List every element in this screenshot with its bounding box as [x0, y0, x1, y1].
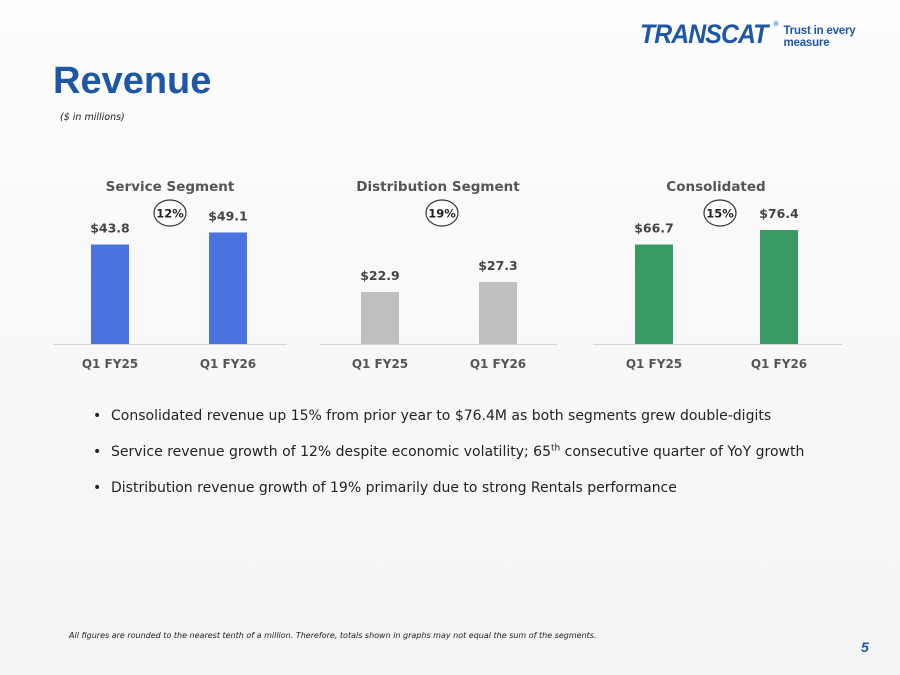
- tick-label: Q1 FY25: [626, 357, 682, 371]
- growth-badge: [425, 199, 459, 227]
- chart-title: Service Segment: [106, 179, 235, 195]
- growth-label: 19%: [428, 207, 456, 221]
- chart-title: Distribution Segment: [356, 179, 520, 195]
- data-label: $66.7: [634, 221, 674, 236]
- bar: [361, 291, 399, 344]
- tick-label: Q1 FY26: [751, 357, 807, 371]
- tick-label: Q1 FY26: [470, 357, 526, 371]
- bullet-list: Consolidated revenue up 15% from prior y…: [93, 406, 863, 514]
- bullet-item: Distribution revenue growth of 19% prima…: [93, 478, 863, 498]
- page-title: Revenue: [53, 60, 212, 102]
- bullet-text: Distribution revenue growth of 19% prima…: [111, 480, 677, 496]
- bar: [760, 230, 798, 344]
- bullet-text-superscript: th: [550, 443, 561, 454]
- growth-label: 12%: [156, 207, 184, 221]
- chart-title: Consolidated: [666, 179, 765, 195]
- bullet-item: Consolidated revenue up 15% from prior y…: [93, 406, 863, 426]
- page-subtitle: ($ in millions): [60, 112, 125, 123]
- bar: [91, 244, 129, 344]
- growth-badge: [703, 199, 737, 227]
- registered-mark-icon: ®: [772, 20, 780, 28]
- logo-wordmark: TRANSCAT: [640, 18, 768, 49]
- bullet-item: Service revenue growth of 12% despite ec…: [93, 442, 863, 462]
- bullet-text: Consolidated revenue up 15% from prior y…: [111, 408, 772, 424]
- revenue-charts: Service Segment $43.8 Q1 FY25 $49.1 Q1 FY26 1…: [53, 179, 842, 371]
- page-number: 5: [861, 639, 869, 655]
- tick-label: Q1 FY25: [82, 357, 138, 371]
- company-logo: TRANSCAT ® Trust in every measure: [640, 18, 900, 50]
- bar: [479, 281, 517, 344]
- tick-label: Q1 FY26: [200, 357, 256, 371]
- footnote: All figures are rounded to the nearest t…: [69, 631, 597, 640]
- growth-label: 15%: [706, 207, 734, 221]
- data-label: $43.8: [90, 221, 130, 236]
- data-label: $22.9: [360, 268, 400, 283]
- data-label: $49.1: [208, 208, 248, 223]
- bar: [635, 244, 673, 344]
- bullet-text-post: consecutive quarter of YoY growth: [560, 444, 805, 460]
- tick-label: Q1 FY25: [352, 357, 408, 371]
- bar: [209, 232, 247, 344]
- growth-badge: [153, 199, 187, 227]
- logo-tagline: Trust in every measure: [783, 25, 856, 49]
- data-label: $76.4: [759, 206, 799, 221]
- data-label: $27.3: [478, 258, 518, 273]
- bullet-text-pre: Service revenue growth of 12% despite ec…: [111, 444, 551, 460]
